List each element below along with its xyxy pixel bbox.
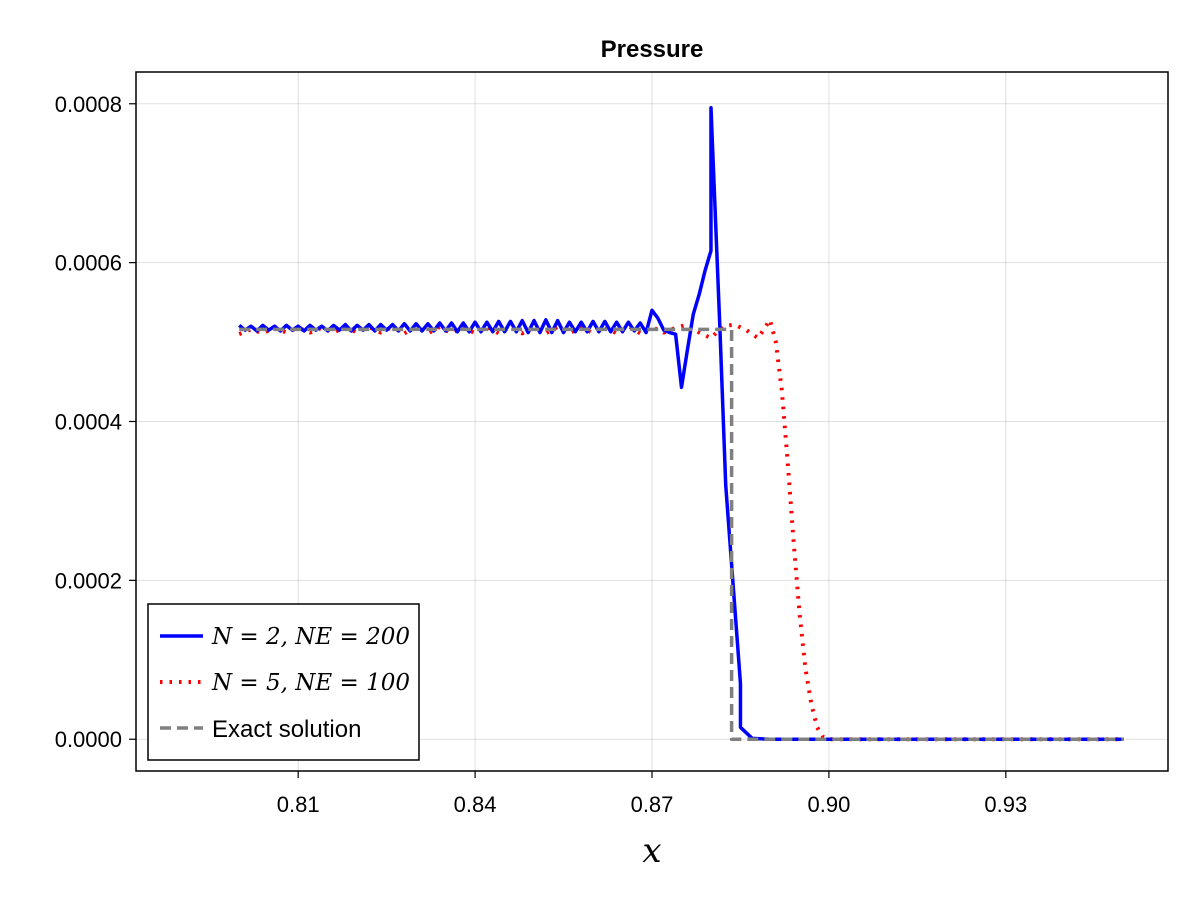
- y-tick-label: 0.0008: [55, 92, 122, 117]
- legend-label-series-1: N = 2, NE = 200: [211, 624, 410, 650]
- chart-title: Pressure: [601, 36, 704, 63]
- y-tick-label: 0.0004: [55, 410, 122, 435]
- legend-label-series-2: N = 5, NE = 100: [211, 670, 410, 696]
- x-tick-label: 0.90: [808, 792, 851, 817]
- legend-box: [147, 603, 420, 761]
- x-tick-label: 0.84: [454, 792, 497, 817]
- series-line-3: [239, 327, 1124, 741]
- plot-frame: [135, 71, 1169, 772]
- legend: N = 2, NE = 200 N = 5, NE = 100 Exact so…: [147, 603, 420, 761]
- x-tick-label: 0.87: [631, 792, 674, 817]
- legend-label-series-3: Exact solution: [212, 716, 361, 743]
- series-line-1: [238, 105, 1124, 741]
- y-tick-label: 0.0002: [55, 568, 122, 593]
- tick-labels: 0.81 0.84 0.87 0.90 0.93 0.0000 0.0002 0.0004 0.…: [55, 92, 1028, 817]
- x-tick-label: 0.81: [277, 792, 320, 817]
- y-tick-label: 0.0006: [55, 251, 122, 276]
- y-tick-label: 0.0000: [55, 727, 122, 752]
- x-tick-label: 0.93: [984, 792, 1027, 817]
- series-group: [238, 105, 1124, 742]
- x-axis-label: x: [642, 831, 661, 871]
